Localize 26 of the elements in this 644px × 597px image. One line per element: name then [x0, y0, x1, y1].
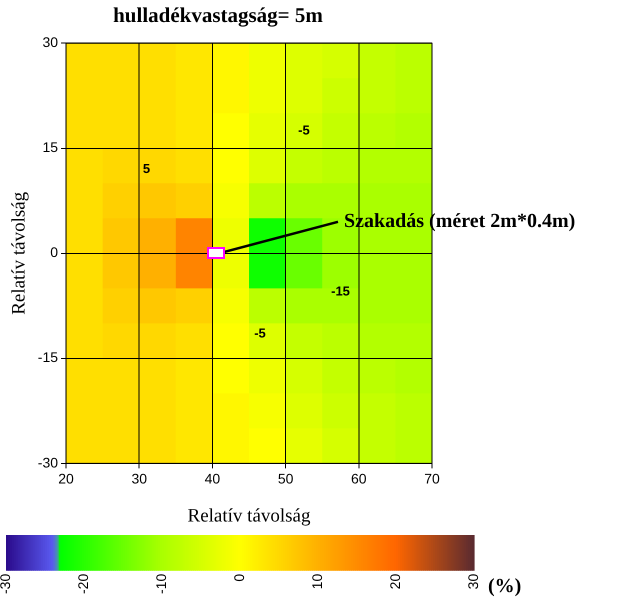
annotation: -5 [298, 122, 310, 138]
x-tick-label: 60 [351, 470, 367, 487]
y-tick-label: -30 [38, 454, 58, 470]
color-bar-label: 20 [386, 574, 403, 590]
color-bar-label: -20 [74, 574, 91, 594]
x-tick-label: 40 [204, 470, 220, 487]
x-tick-label: 70 [424, 470, 440, 487]
color-bar-label: 30 [464, 574, 481, 590]
color-bar-title: (%) [488, 574, 522, 597]
x-axis-title: Relatív távolság [188, 506, 311, 527]
x-tick-label: 20 [58, 470, 74, 487]
color-bar-label: -30 [0, 574, 13, 594]
y-tick-label: 0 [50, 244, 58, 260]
x-tick-label: 50 [278, 470, 294, 487]
y-tick-label: 15 [42, 139, 58, 156]
x-tick-label: 30 [131, 470, 148, 487]
annotation: -15 [331, 283, 350, 298]
y-tick-label: -15 [38, 349, 58, 366]
color-bar-label: -10 [152, 574, 169, 594]
y-axis-title: Relatív távolság [8, 191, 30, 315]
chart-title: hulladékvastagság= 5m [113, 3, 324, 28]
annotation: 5 [142, 160, 150, 176]
color-bar-label: 0 [230, 574, 247, 582]
annotation: -5 [254, 325, 266, 340]
color-bar-label: 10 [308, 574, 325, 590]
y-tick-label: 30 [42, 34, 58, 50]
